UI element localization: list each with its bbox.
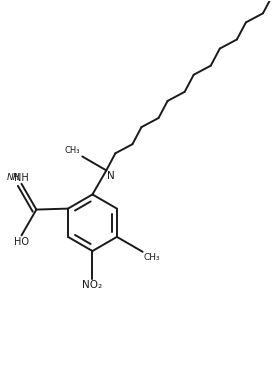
Text: NH: NH (7, 173, 21, 182)
Text: NO₂: NO₂ (82, 280, 103, 290)
Text: HO: HO (14, 237, 29, 248)
Text: N: N (107, 171, 115, 182)
Text: CH₃: CH₃ (144, 253, 160, 262)
Text: CH₃: CH₃ (65, 147, 80, 156)
Text: NH: NH (14, 173, 29, 183)
